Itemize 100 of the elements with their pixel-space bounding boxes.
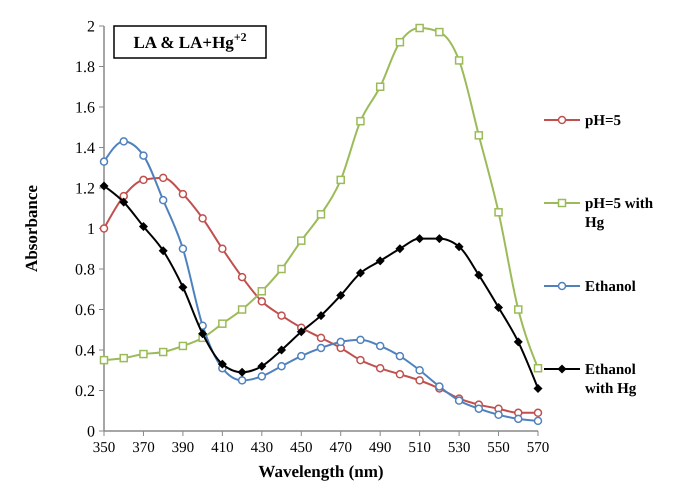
y-tick-label: 0.4 bbox=[75, 342, 95, 360]
legend-label: Ethanol bbox=[585, 279, 636, 295]
point bbox=[100, 224, 108, 233]
point bbox=[277, 346, 286, 354]
point bbox=[395, 244, 404, 254]
point bbox=[258, 372, 266, 381]
point bbox=[178, 342, 188, 350]
point bbox=[434, 234, 444, 244]
point bbox=[139, 151, 148, 160]
point bbox=[277, 264, 286, 274]
y-tick-label: 0.2 bbox=[75, 383, 95, 400]
point bbox=[336, 290, 346, 300]
y-tick-label: 1.2 bbox=[75, 180, 95, 198]
point bbox=[376, 82, 384, 91]
point bbox=[218, 319, 227, 328]
point bbox=[238, 368, 247, 377]
point bbox=[238, 272, 246, 282]
point bbox=[494, 302, 504, 312]
x-tick-label: 510 bbox=[408, 440, 431, 456]
point bbox=[277, 362, 286, 370]
x-axis-title: Wavelength (nm) bbox=[258, 462, 384, 481]
point bbox=[376, 342, 384, 350]
point bbox=[238, 305, 246, 314]
point bbox=[100, 356, 108, 364]
point bbox=[396, 352, 404, 360]
point bbox=[100, 157, 108, 166]
point bbox=[316, 344, 326, 352]
point bbox=[198, 329, 208, 338]
point bbox=[356, 356, 365, 364]
point bbox=[356, 336, 365, 344]
point bbox=[119, 137, 128, 146]
point bbox=[415, 376, 424, 385]
legend-label: Ethanol with Hg bbox=[585, 362, 637, 397]
point bbox=[277, 311, 286, 320]
point bbox=[454, 56, 464, 65]
x-tick-label: 410 bbox=[211, 440, 234, 456]
x-tick-label: 530 bbox=[448, 440, 470, 456]
y-tick-label: 0.8 bbox=[75, 262, 95, 279]
point bbox=[198, 214, 207, 223]
point bbox=[396, 370, 404, 379]
x-tick-label: 490 bbox=[368, 440, 392, 456]
legend-label: pH=5 bbox=[585, 113, 622, 129]
point bbox=[396, 38, 404, 46]
y-tick-label: 1.8 bbox=[75, 59, 95, 76]
point bbox=[119, 198, 128, 207]
point bbox=[238, 376, 246, 385]
x-tick-label: 430 bbox=[250, 440, 274, 456]
point bbox=[158, 348, 168, 356]
point bbox=[178, 282, 188, 292]
x-tick-label: 370 bbox=[132, 440, 155, 456]
point bbox=[158, 174, 168, 182]
point bbox=[297, 352, 306, 360]
y-tick-label: 0 bbox=[87, 424, 95, 441]
point bbox=[139, 176, 148, 184]
y-tick-label: 1.6 bbox=[75, 100, 95, 117]
point bbox=[336, 176, 345, 184]
point bbox=[218, 244, 227, 253]
point bbox=[296, 327, 306, 336]
point bbox=[356, 116, 365, 126]
point bbox=[258, 287, 266, 296]
x-tick-label: 450 bbox=[290, 440, 313, 456]
y-tick-label: 1.4 bbox=[75, 140, 95, 158]
point bbox=[336, 338, 345, 346]
x-tick-label: 350 bbox=[92, 440, 116, 456]
point bbox=[119, 354, 128, 362]
point bbox=[376, 256, 385, 266]
x-tick-label: 470 bbox=[329, 440, 352, 456]
point bbox=[356, 268, 365, 278]
point bbox=[178, 190, 188, 198]
x-tick-label: 390 bbox=[172, 440, 194, 456]
point bbox=[257, 362, 266, 371]
point bbox=[454, 242, 464, 252]
point bbox=[534, 364, 542, 372]
point bbox=[415, 234, 424, 244]
point bbox=[138, 222, 148, 231]
point bbox=[474, 270, 484, 280]
point bbox=[139, 350, 148, 358]
y-tick-label: 2 bbox=[87, 18, 95, 36]
x-tick-label: 550 bbox=[487, 440, 510, 456]
y-axis-title: Absorbance bbox=[22, 184, 41, 272]
point bbox=[514, 414, 523, 424]
point bbox=[494, 208, 503, 217]
point bbox=[258, 297, 266, 306]
point bbox=[316, 210, 326, 219]
point bbox=[514, 305, 523, 314]
chart-title: LA & LA+Hg$^{+2}$ bbox=[133, 30, 247, 52]
point bbox=[494, 410, 503, 420]
point bbox=[297, 236, 306, 245]
point bbox=[218, 360, 227, 369]
point bbox=[100, 181, 108, 190]
point bbox=[435, 28, 444, 36]
point bbox=[316, 334, 326, 342]
legend-label: pH=5 with Hg bbox=[585, 196, 654, 231]
y-tick-label: 1 bbox=[87, 221, 95, 238]
point bbox=[178, 244, 188, 253]
point bbox=[474, 404, 484, 413]
point bbox=[415, 24, 424, 32]
point bbox=[158, 246, 168, 256]
point bbox=[474, 131, 484, 140]
point bbox=[376, 364, 384, 372]
